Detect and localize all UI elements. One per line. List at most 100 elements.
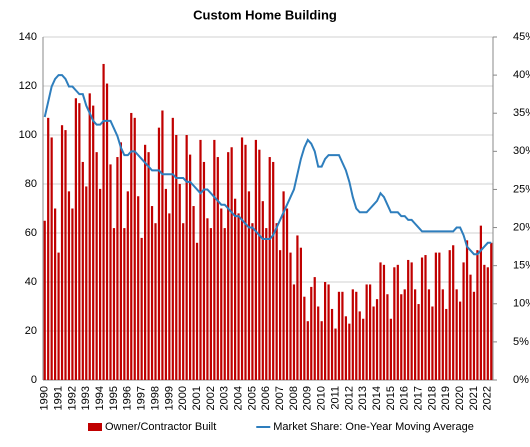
bar: [137, 196, 140, 380]
bar: [157, 127, 161, 381]
x-tick-label: 2008: [288, 386, 300, 410]
bar: [337, 291, 341, 380]
line: [43, 74, 492, 256]
bar: [81, 161, 84, 380]
bar: [455, 289, 458, 380]
x-tick-label: 2019: [440, 386, 452, 410]
bar: [209, 228, 212, 380]
bar: [213, 139, 216, 380]
bar: [417, 304, 420, 380]
bar: [462, 262, 465, 380]
bar: [334, 328, 337, 380]
bar: [116, 157, 119, 380]
x-tick-label: 1999: [163, 386, 175, 410]
x-tick-label: 2017: [412, 386, 424, 410]
bar: [237, 213, 240, 380]
x-tick-label: 2004: [232, 386, 244, 410]
bar: [99, 188, 102, 380]
bar: [427, 289, 431, 380]
bar: [362, 318, 365, 380]
bar: [414, 289, 417, 380]
y2-tick-label: 40%: [513, 69, 530, 81]
bar: [192, 206, 195, 380]
x-tick-label: 2010: [316, 386, 328, 410]
bar: [150, 206, 154, 380]
x-tick-label: 2001: [191, 386, 203, 410]
x-tick-label: 2009: [302, 386, 314, 410]
bar: [85, 186, 88, 380]
bar: [317, 306, 320, 380]
bar: [341, 291, 344, 380]
bar: [320, 321, 323, 380]
bar: [393, 267, 396, 380]
x-tick-label: 1998: [149, 386, 161, 410]
bar: [164, 188, 167, 380]
bar: [459, 301, 462, 380]
legend-swatch: [88, 423, 102, 431]
x-tick-label: 1990: [39, 386, 51, 410]
bar: [144, 144, 147, 380]
bar: [348, 323, 351, 380]
bar: [351, 289, 354, 380]
bar: [275, 223, 278, 380]
x-tick-label: 2007: [274, 386, 286, 410]
bar: [486, 267, 489, 380]
bar: [382, 264, 386, 380]
bar: [448, 250, 451, 380]
bar: [327, 284, 330, 380]
bar: [407, 259, 410, 380]
bar: [105, 83, 109, 381]
y2-tick-label: 10%: [513, 298, 530, 310]
bar: [199, 139, 202, 380]
bar: [299, 247, 302, 380]
bar: [438, 252, 441, 380]
bar: [490, 242, 493, 380]
y2-tick-label: 20%: [513, 221, 530, 233]
x-tick-label: 2011: [329, 386, 341, 410]
bar: [119, 142, 122, 380]
bar: [223, 228, 226, 380]
bar: [254, 139, 257, 380]
bar: [375, 299, 379, 380]
bar: [282, 191, 285, 380]
bar: [452, 245, 455, 380]
bar: [67, 191, 71, 380]
x-tick-label: 2014: [371, 386, 383, 410]
bar: [220, 208, 223, 380]
bar: [472, 291, 476, 380]
bar: [306, 321, 309, 380]
bar: [258, 149, 261, 380]
x-tick-label: 1995: [108, 386, 120, 410]
bar: [469, 274, 472, 380]
bar: [268, 157, 271, 380]
bar: [161, 110, 164, 380]
bar: [234, 198, 237, 380]
bar: [168, 213, 171, 380]
bar: [358, 311, 361, 380]
bar: [372, 306, 375, 380]
bar: [175, 135, 178, 380]
bar: [445, 308, 448, 380]
bar: [272, 161, 275, 380]
bar: [303, 296, 306, 380]
bar: [60, 125, 64, 380]
x-tick-label: 2013: [357, 386, 369, 410]
bar: [126, 191, 129, 380]
bar: [57, 252, 60, 380]
x-tick-label: 2022: [482, 386, 494, 410]
bar: [310, 286, 313, 380]
bar: [154, 223, 157, 380]
bar: [189, 154, 192, 380]
bar: [109, 164, 112, 380]
bar: [483, 264, 486, 380]
bar: [330, 308, 334, 380]
bar: [102, 63, 105, 380]
bar: [292, 284, 296, 380]
bar: [379, 262, 382, 380]
bar: [147, 152, 150, 380]
bar: [88, 93, 91, 380]
y2-tick-label: 15%: [513, 260, 530, 272]
x-tick-label: 2012: [343, 386, 355, 410]
